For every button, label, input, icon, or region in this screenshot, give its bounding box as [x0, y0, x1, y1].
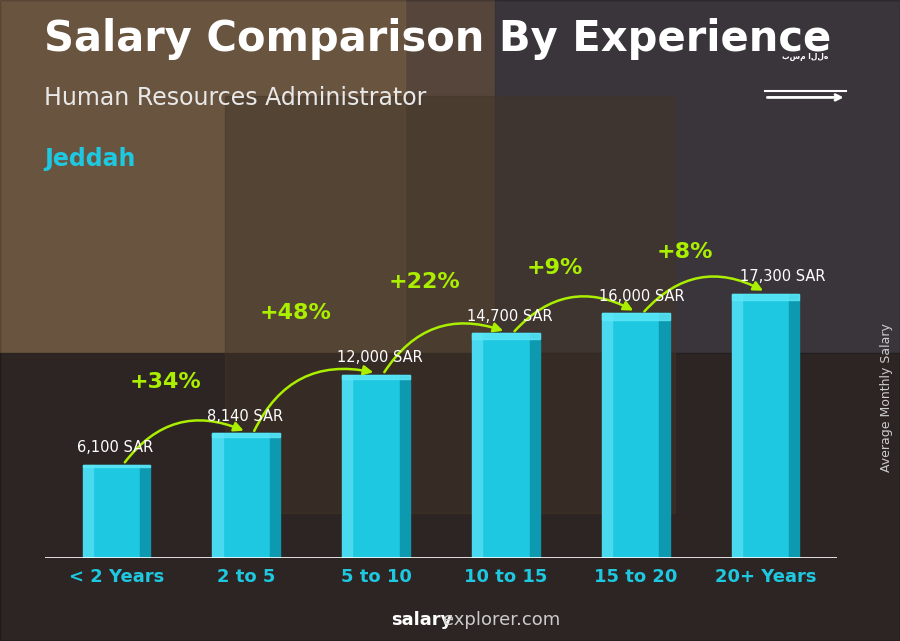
Bar — [602, 313, 612, 558]
Bar — [140, 465, 150, 558]
Bar — [222, 433, 270, 558]
Bar — [472, 333, 482, 558]
Bar — [472, 333, 540, 339]
Text: بسم الله: بسم الله — [782, 52, 829, 61]
Bar — [225, 96, 675, 513]
Text: +9%: +9% — [526, 258, 583, 278]
Text: Human Resources Administrator: Human Resources Administrator — [44, 86, 427, 110]
Bar — [353, 374, 400, 558]
Bar — [482, 333, 529, 558]
Text: 10 to 15: 10 to 15 — [464, 568, 547, 586]
Text: +22%: +22% — [389, 272, 461, 292]
Bar — [742, 294, 789, 558]
FancyArrowPatch shape — [515, 296, 631, 331]
Text: Average Monthly Salary: Average Monthly Salary — [880, 323, 893, 472]
Text: 17,300 SAR: 17,300 SAR — [740, 269, 825, 284]
Bar — [83, 465, 150, 467]
Text: 2 to 5: 2 to 5 — [217, 568, 275, 586]
Bar — [270, 433, 280, 558]
Bar — [732, 294, 742, 558]
Text: 16,000 SAR: 16,000 SAR — [599, 289, 685, 304]
Bar — [529, 333, 540, 558]
Bar — [400, 374, 410, 558]
Bar — [212, 433, 222, 558]
Bar — [0, 353, 900, 641]
Text: salary: salary — [392, 612, 453, 629]
Bar — [495, 0, 900, 353]
Bar — [660, 313, 670, 558]
Text: +34%: +34% — [130, 372, 201, 392]
Bar — [212, 433, 280, 437]
Bar — [0, 0, 405, 353]
Bar — [342, 374, 410, 379]
Text: < 2 Years: < 2 Years — [68, 568, 164, 586]
Text: Jeddah: Jeddah — [44, 147, 136, 171]
Text: 15 to 20: 15 to 20 — [594, 568, 678, 586]
Text: +48%: +48% — [259, 303, 331, 323]
Text: 12,000 SAR: 12,000 SAR — [338, 350, 423, 365]
Bar — [602, 313, 670, 320]
Text: +8%: +8% — [656, 242, 713, 262]
Bar — [83, 465, 93, 558]
Text: explorer.com: explorer.com — [443, 612, 560, 629]
Bar — [93, 465, 140, 558]
Text: 6,100 SAR: 6,100 SAR — [77, 440, 154, 455]
Text: 14,700 SAR: 14,700 SAR — [467, 309, 553, 324]
Bar — [789, 294, 799, 558]
Bar — [342, 374, 353, 558]
Bar — [732, 294, 799, 300]
FancyArrowPatch shape — [384, 323, 500, 372]
FancyArrowPatch shape — [125, 420, 241, 462]
Bar — [612, 313, 660, 558]
FancyArrowPatch shape — [644, 276, 760, 312]
Text: 8,140 SAR: 8,140 SAR — [207, 409, 284, 424]
Text: Salary Comparison By Experience: Salary Comparison By Experience — [44, 18, 832, 60]
Text: 5 to 10: 5 to 10 — [340, 568, 411, 586]
FancyArrowPatch shape — [254, 367, 371, 431]
Text: 20+ Years: 20+ Years — [715, 568, 816, 586]
